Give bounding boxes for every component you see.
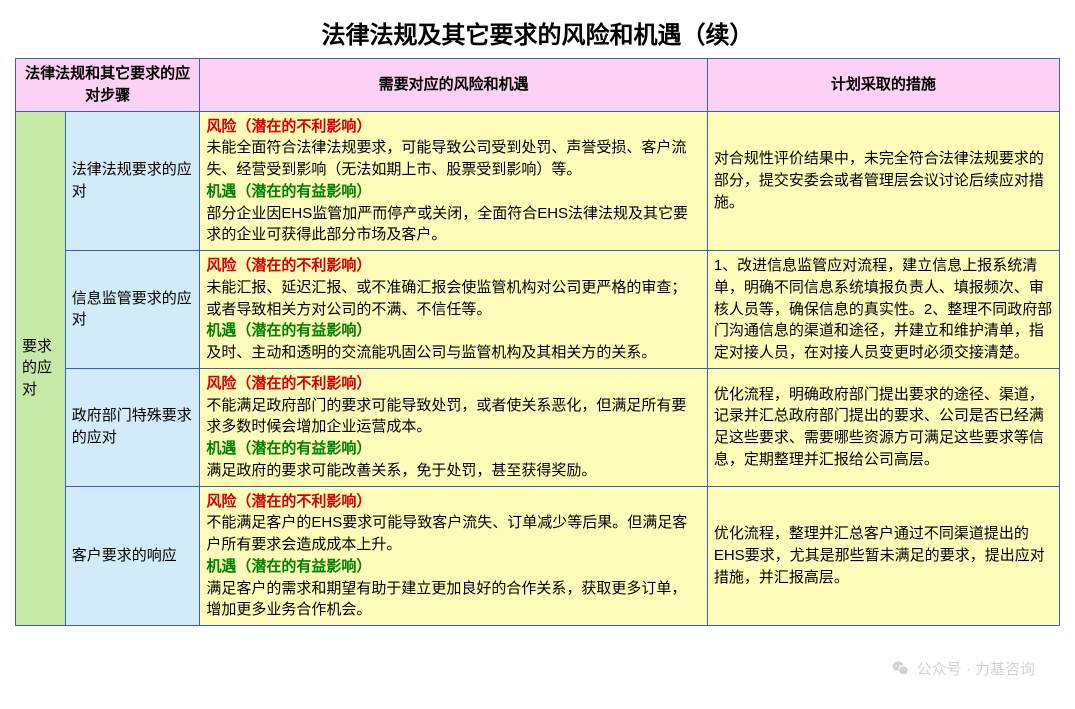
- opp-text: 部分企业因EHS监管加严而停产或关闭，全面符合EHS法律法规及其它要求的企业可获…: [206, 205, 688, 244]
- table-row: 政府部门特殊要求的应对 风险（潜在的不利影响） 不能满足政府部门的要求可能导致处…: [16, 368, 1060, 486]
- risk-text: 未能全面符合法律法规要求，可能导致公司受到处罚、声誉受损、客户流失、经营受到影响…: [206, 139, 686, 178]
- risk-opp-cell: 风险（潜在的不利影响） 未能汇报、延迟汇报、或不准确汇报会使监管机构对公司更严格…: [200, 251, 707, 369]
- risk-opportunity-table: 法律法规和其它要求的应对步骤 需要对应的风险和机遇 计划采取的措施 要求的应对 …: [15, 58, 1060, 626]
- risk-opp-cell: 风险（潜在的不利影响） 不能满足客户的EHS要求可能导致客户流失、订单减少等后果…: [200, 486, 707, 626]
- wechat-icon: [891, 659, 911, 679]
- subcategory-cell: 信息监管要求的应对: [65, 251, 200, 369]
- risk-opp-cell: 风险（潜在的不利影响） 不能满足政府部门的要求可能导致处罚，或者使关系恶化，但满…: [200, 368, 707, 486]
- plan-cell: 1、改进信息监管应对流程，建立信息上报系统清单，明确不同信息系统填报负责人、填报…: [707, 251, 1059, 369]
- subcategory-cell: 客户要求的响应: [65, 486, 200, 626]
- opp-label: 机遇（潜在的有益影响）: [206, 558, 371, 575]
- opp-text: 满足客户的需求和期望有助于建立更加良好的合作关系，获取更多订单，增加更多业务合作…: [206, 580, 686, 619]
- watermark: 公众号 · 力基咨询: [891, 658, 1035, 679]
- risk-label: 风险（潜在的不利影响）: [206, 118, 371, 135]
- risk-label: 风险（潜在的不利影响）: [206, 493, 371, 510]
- header-risk-opp: 需要对应的风险和机遇: [200, 59, 707, 112]
- opp-label: 机遇（潜在的有益影响）: [206, 440, 371, 457]
- table-row: 信息监管要求的应对 风险（潜在的不利影响） 未能汇报、延迟汇报、或不准确汇报会使…: [16, 251, 1060, 369]
- table-header-row: 法律法规和其它要求的应对步骤 需要对应的风险和机遇 计划采取的措施: [16, 59, 1060, 112]
- plan-cell: 优化流程，整理并汇总客户通过不同渠道提出的EHS要求，尤其是那些暂未满足的要求，…: [707, 486, 1059, 626]
- page-title: 法律法规及其它要求的风险和机遇（续）: [15, 15, 1060, 50]
- table-row: 客户要求的响应 风险（潜在的不利影响） 不能满足客户的EHS要求可能导致客户流失…: [16, 486, 1060, 626]
- header-plan: 计划采取的措施: [707, 59, 1059, 112]
- opp-text: 满足政府的要求可能改善关系，免于处罚，甚至获得奖励。: [206, 462, 596, 479]
- opp-text: 及时、主动和透明的交流能巩固公司与监管机构及其相关方的关系。: [206, 344, 656, 361]
- header-steps: 法律法规和其它要求的应对步骤: [16, 59, 200, 112]
- subcategory-cell: 政府部门特殊要求的应对: [65, 368, 200, 486]
- risk-opp-cell: 风险（潜在的不利影响） 未能全面符合法律法规要求，可能导致公司受到处罚、声誉受损…: [200, 111, 707, 251]
- category-cell: 要求的应对: [16, 111, 66, 626]
- watermark-text: 公众号 · 力基咨询: [917, 658, 1035, 679]
- risk-text: 不能满足客户的EHS要求可能导致客户流失、订单减少等后果。但满足客户所有要求会造…: [206, 514, 687, 553]
- plan-cell: 对合规性评价结果中，未完全符合法律法规要求的部分，提交安委会或者管理层会议讨论后…: [707, 111, 1059, 251]
- risk-text: 未能汇报、延迟汇报、或不准确汇报会使监管机构对公司更严格的审查；或者导致相关方对…: [206, 279, 686, 318]
- risk-label: 风险（潜在的不利影响）: [206, 257, 371, 274]
- table-row: 要求的应对 法律法规要求的应对 风险（潜在的不利影响） 未能全面符合法律法规要求…: [16, 111, 1060, 251]
- subcategory-cell: 法律法规要求的应对: [65, 111, 200, 251]
- opp-label: 机遇（潜在的有益影响）: [206, 183, 371, 200]
- opp-label: 机遇（潜在的有益影响）: [206, 322, 371, 339]
- plan-cell: 优化流程，明确政府部门提出要求的途径、渠道，记录并汇总政府部门提出的要求、公司是…: [707, 368, 1059, 486]
- risk-text: 不能满足政府部门的要求可能导致处罚，或者使关系恶化，但满足所有要求多数时候会增加…: [206, 397, 686, 436]
- risk-label: 风险（潜在的不利影响）: [206, 375, 371, 392]
